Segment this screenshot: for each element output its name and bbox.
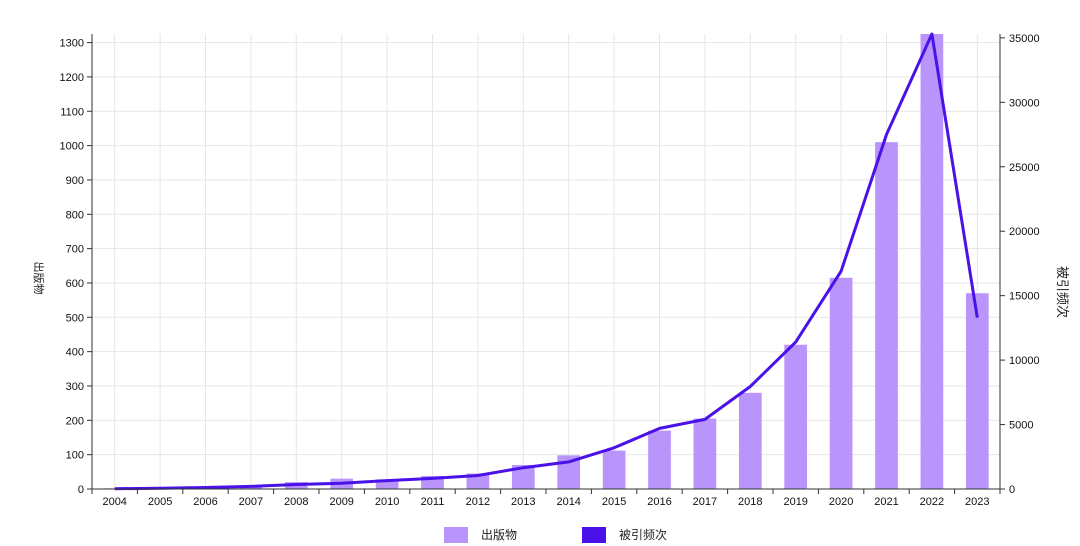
y-axis-right-title: 被引频次: [1055, 266, 1070, 318]
y-right-tick-label: 20000: [1009, 226, 1040, 238]
bar-publications: [829, 277, 853, 489]
line-citations: [114, 32, 979, 491]
x-tick-label: 2004: [102, 496, 126, 508]
bar-publications: [920, 34, 944, 489]
bar-series: [103, 34, 989, 490]
x-tick-label: 2006: [193, 496, 217, 508]
legend-item-citations[interactable]: 被引频次: [582, 526, 667, 543]
y-left-tick-label: 1100: [60, 106, 84, 118]
x-tick-label: 2013: [511, 496, 535, 508]
legend: 出版物 被引频次: [0, 526, 1080, 546]
y-right-tick-label: 35000: [1009, 33, 1040, 45]
bar-publications: [738, 392, 762, 489]
y-left-tick-label: 400: [66, 347, 84, 359]
gridlines: [92, 34, 1000, 490]
bar-publications: [602, 450, 626, 489]
bar-publications: [375, 479, 399, 489]
y-left-tick-label: 1200: [60, 72, 84, 84]
legend-label-citations: 被引频次: [619, 528, 668, 542]
bar-publications: [466, 473, 490, 489]
x-tick-label: 2009: [329, 496, 353, 508]
x-tick-label: 2017: [693, 496, 717, 508]
x-tick-label: 2011: [421, 496, 445, 508]
bar-publications: [648, 430, 671, 489]
legend-label-publications: 出版物: [481, 528, 518, 542]
x-tick-label: 2015: [602, 496, 626, 508]
x-tick-label: 2018: [738, 496, 762, 508]
x-tick-label: 2019: [783, 496, 807, 508]
x-tick-label: 2012: [466, 496, 490, 508]
legend-swatch-citations: [582, 526, 606, 543]
legend-item-publications[interactable]: 出版物: [444, 526, 517, 543]
y-right-tick-label: 0: [1009, 484, 1015, 496]
y-left-tick-label: 300: [66, 381, 84, 393]
x-tick-label: 2023: [965, 496, 989, 508]
bar-publications: [511, 464, 535, 489]
x-tick-label: 2005: [148, 496, 172, 508]
y-right-tick-label: 25000: [1009, 162, 1040, 174]
y-right-tick-label: 30000: [1009, 97, 1040, 109]
x-tick-label: 2007: [239, 496, 263, 508]
y-left-tick-label: 0: [78, 484, 84, 496]
y-left-tick-label: 500: [66, 312, 84, 324]
x-tick-label: 2021: [874, 496, 898, 508]
bar-publications: [784, 344, 808, 489]
line-series: [114, 32, 979, 491]
y-left-tick-label: 800: [66, 209, 84, 221]
x-tick-label: 2020: [829, 496, 853, 508]
y-left-tick-label: 600: [66, 278, 84, 290]
y-left-tick-label: 900: [66, 175, 84, 187]
y-left-tick-label: 700: [66, 244, 84, 256]
axes: 0 100 200 300 400 500 600 700 800 900 1000 1100 1200…: [60, 33, 1040, 508]
legend-swatch-publications: [444, 526, 468, 543]
bar-publications: [693, 418, 717, 489]
x-tick-label: 2016: [647, 496, 671, 508]
bar-publications: [875, 142, 898, 490]
y-left-tick-label: 100: [66, 450, 84, 462]
x-tick-label: 2022: [920, 496, 944, 508]
y-axis-left-title: 出版物: [32, 262, 46, 295]
y-right-tick-label: 10000: [1009, 355, 1040, 367]
x-tick-label: 2014: [556, 496, 580, 508]
y-left-tick-label: 1000: [60, 141, 84, 153]
x-tick-label: 2010: [375, 496, 399, 508]
x-tick-label: 2008: [284, 496, 308, 508]
y-right-tick-label: 5000: [1009, 420, 1033, 432]
y-right-tick-label: 15000: [1009, 291, 1040, 303]
bar-publications: [965, 293, 989, 489]
y-left-tick-label: 200: [66, 415, 84, 427]
y-left-tick-label: 1300: [60, 38, 84, 50]
